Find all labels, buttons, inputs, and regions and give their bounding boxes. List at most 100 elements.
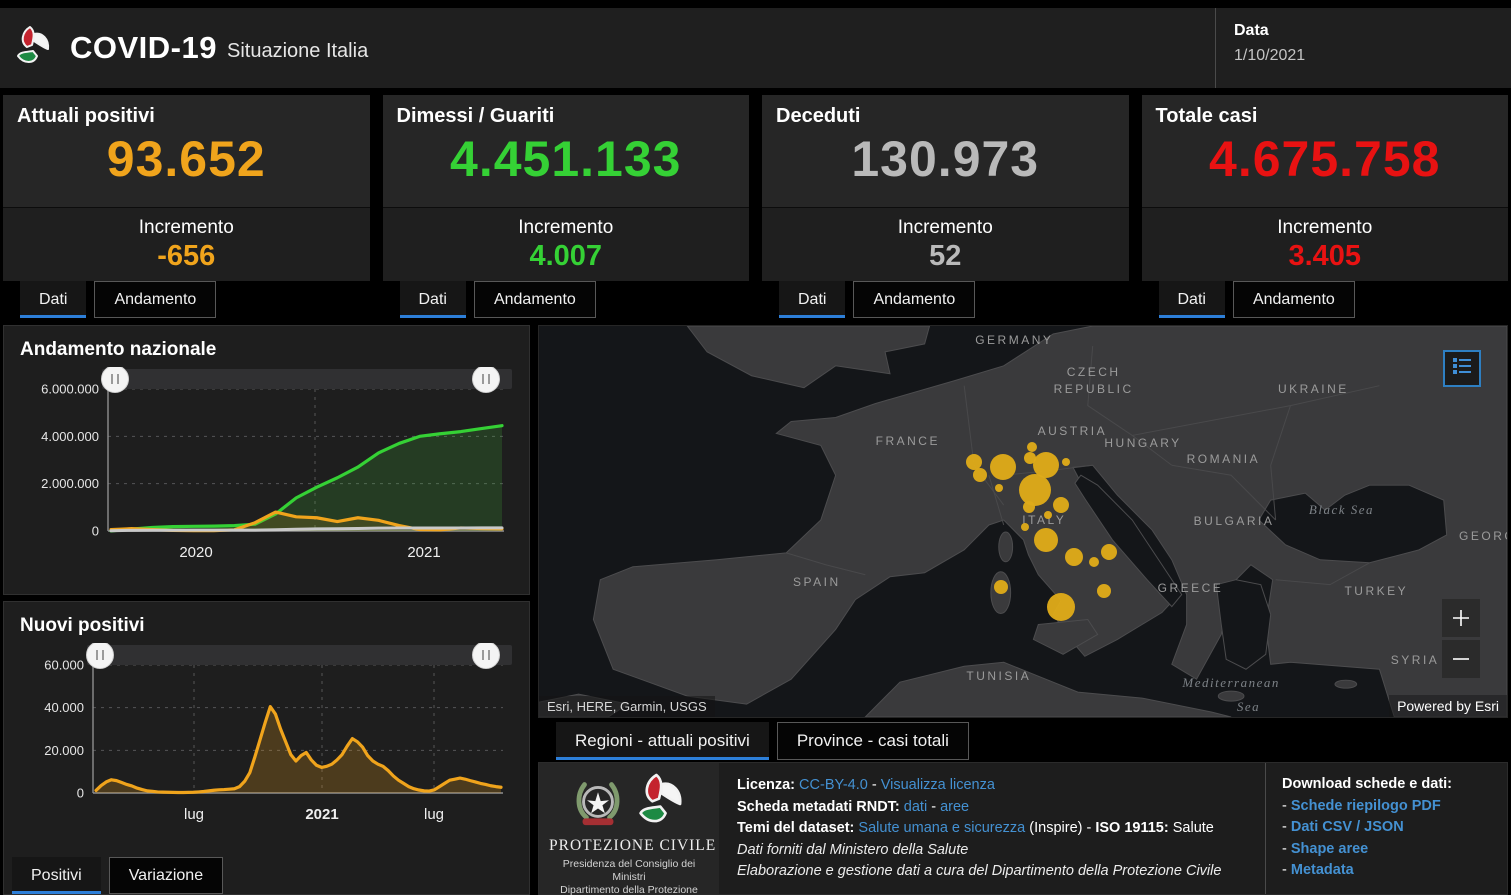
- view-license-link[interactable]: Visualizza licenza: [880, 777, 995, 793]
- download-pdf-link[interactable]: Schede riepilogo PDF: [1290, 797, 1441, 814]
- time-slider-handle[interactable]: [86, 643, 114, 669]
- data-managed-line: Elaborazione e gestione dati a cura del …: [737, 863, 1222, 879]
- downloads-title: Download schede e dati:: [1282, 776, 1452, 792]
- themes-link[interactable]: Salute umana e sicurezza: [858, 820, 1026, 836]
- map-region-bubble[interactable]: [1046, 592, 1075, 621]
- minus-icon: [1453, 658, 1469, 660]
- increment-label: Incremento: [518, 217, 614, 238]
- increment-value: 4.007: [529, 240, 603, 272]
- card-deceduti: Deceduti 130.973 Incremento 52 Dati Anda…: [762, 95, 1129, 318]
- map-region-bubble[interactable]: [1023, 452, 1036, 465]
- tab-variazione[interactable]: Variazione: [108, 857, 224, 894]
- map-region-bubble[interactable]: [1026, 442, 1037, 453]
- downloads-panel: Download schede e dati: - Schede riepilo…: [1265, 763, 1507, 894]
- time-slider-handle[interactable]: [101, 367, 129, 393]
- card-title: Attuali positivi: [17, 105, 155, 127]
- svg-text:4.000.000: 4.000.000: [41, 429, 99, 444]
- tab-dati[interactable]: Dati: [1158, 281, 1225, 318]
- card-value: 130.973: [851, 131, 1040, 187]
- europe-map[interactable]: GERMANY CZECH REPUBLIC UKRAINE FRANCE AUSTRIA…: [538, 325, 1508, 718]
- map-region-bubble[interactable]: [993, 579, 1008, 594]
- footer: PROTEZIONE CIVILE Presidenza del Consigl…: [538, 762, 1508, 895]
- map-region-bubble[interactable]: [1061, 458, 1070, 467]
- tab-positivi[interactable]: Positivi: [12, 857, 101, 894]
- map-region-bubble[interactable]: [1033, 452, 1060, 479]
- download-csv-json-link[interactable]: Dati CSV / JSON: [1290, 819, 1404, 835]
- map-region-bubble[interactable]: [994, 484, 1003, 493]
- map-region-bubble[interactable]: [1044, 510, 1053, 519]
- increment-label: Incremento: [138, 217, 234, 238]
- map-region-bubble[interactable]: [973, 468, 988, 483]
- time-slider-handle[interactable]: [472, 643, 500, 669]
- svg-text:lug: lug: [424, 806, 444, 823]
- panel-title: Andamento nazionale: [20, 339, 217, 360]
- zoom-out-button[interactable]: [1442, 640, 1480, 678]
- stat-cards-row: Attuali positivi 93.652 Incremento -656 …: [0, 95, 1511, 318]
- page-title: COVID-19: [70, 30, 217, 65]
- map-region-bubble[interactable]: [965, 454, 982, 471]
- increment-label: Incremento: [897, 217, 993, 238]
- metadata-label: Scheda metadati RNDT:: [737, 798, 900, 815]
- map-attribution: Esri, HERE, Garmin, USGS: [539, 696, 715, 717]
- card-title: Deceduti: [776, 105, 861, 127]
- license-line: Licenza: CC-BY-4.0 - Visualizza licenza: [737, 775, 1247, 797]
- iso-label: ISO 19115:: [1095, 820, 1169, 836]
- tab-andamento[interactable]: Andamento: [473, 281, 596, 318]
- map-region-bubble[interactable]: [1020, 522, 1029, 531]
- protezione-civile-logo-block: PROTEZIONE CIVILE Presidenza del Consigl…: [539, 763, 719, 895]
- svg-text:2.000.000: 2.000.000: [41, 476, 99, 491]
- license-link[interactable]: CC-BY-4.0: [799, 777, 868, 793]
- download-shape-link[interactable]: Shape aree: [1290, 840, 1369, 857]
- svg-text:6.000.000: 6.000.000: [41, 382, 99, 397]
- national-trend-panel: Andamento nazionale 0 2.000.000 4.000.000 6…: [3, 325, 530, 595]
- app-header: COVID-19 Situazione Italia Data 1/10/202…: [0, 8, 1511, 88]
- time-slider-handle[interactable]: [472, 367, 500, 393]
- metadata-line: Scheda metadati RNDT: dati - aree: [737, 797, 1247, 819]
- map-region-bubble[interactable]: [1052, 497, 1069, 514]
- download-item: - Shape aree: [1282, 839, 1507, 861]
- card-title: Totale casi: [1155, 105, 1258, 127]
- themes-label: Temi del dataset:: [737, 820, 855, 836]
- download-item: - Dati CSV / JSON: [1282, 817, 1507, 839]
- dash: -: [1282, 862, 1291, 878]
- tab-dati[interactable]: Dati: [779, 281, 846, 318]
- map-region-bubble[interactable]: [1088, 556, 1099, 567]
- themes-tail-text: Salute: [1168, 820, 1214, 836]
- map-region-bubble[interactable]: [1097, 584, 1112, 599]
- date-panel: Data 1/10/2021: [1215, 8, 1511, 88]
- map-region-bubble[interactable]: [1034, 527, 1059, 552]
- date-label: Data: [1234, 22, 1269, 39]
- svg-text:60.000: 60.000: [44, 658, 84, 673]
- new-positives-panel: Nuovi positivi 0 20.000 40.000 60.000 lug 202…: [3, 601, 530, 895]
- download-item: - Metadata: [1282, 860, 1507, 882]
- map-region-bubble[interactable]: [1101, 543, 1118, 560]
- map-region-bubble[interactable]: [989, 454, 1016, 481]
- tab-province[interactable]: Province - casi totali: [776, 722, 969, 760]
- tab-regioni[interactable]: Regioni - attuali positivi: [556, 722, 769, 760]
- separator: -: [927, 798, 941, 815]
- increment-label: Incremento: [1277, 217, 1373, 238]
- layer-list-button[interactable]: [1443, 350, 1481, 387]
- zoom-in-button[interactable]: [1442, 599, 1480, 637]
- powered-by-esri: Powered by Esri: [1389, 695, 1507, 717]
- map-region-bubble[interactable]: [1065, 547, 1084, 566]
- metadata-dati-link[interactable]: dati: [903, 798, 928, 815]
- plus-icon: [1453, 610, 1469, 626]
- tab-dati[interactable]: Dati: [20, 281, 87, 318]
- map-region-bubble[interactable]: [1022, 501, 1035, 514]
- page-subtitle: Situazione Italia: [226, 39, 369, 62]
- svg-text:0: 0: [92, 524, 99, 539]
- tab-andamento[interactable]: Andamento: [94, 281, 217, 318]
- metadata-aree-link[interactable]: aree: [940, 798, 970, 815]
- tab-andamento[interactable]: Andamento: [1232, 281, 1355, 318]
- download-metadata-link[interactable]: Metadata: [1290, 862, 1354, 878]
- map-region-bubble[interactable]: [1018, 474, 1051, 507]
- tab-andamento[interactable]: Andamento: [853, 281, 976, 318]
- card-totale-casi: Totale casi 4.675.758 Incremento 3.405 D…: [1141, 95, 1508, 318]
- card-title: Dimessi / Guariti: [396, 105, 555, 127]
- increment-value: 52: [929, 240, 962, 272]
- themes-mid-text: (Inspire) -: [1025, 820, 1096, 836]
- tab-dati[interactable]: Dati: [399, 281, 466, 318]
- panel-title: Nuovi positivi: [20, 615, 145, 636]
- dash: -: [1282, 797, 1291, 814]
